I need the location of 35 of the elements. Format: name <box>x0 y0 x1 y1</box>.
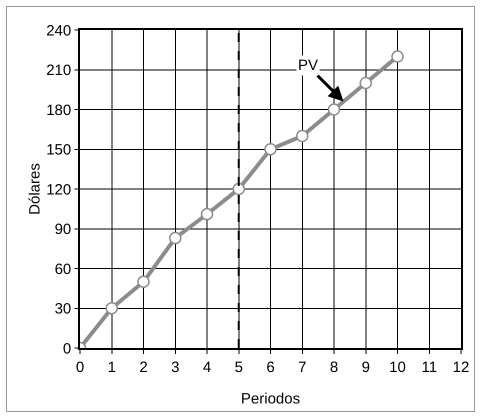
x-tick-label: 9 <box>362 358 370 376</box>
y-tick-label: 210 <box>46 62 72 79</box>
y-tick-label: 120 <box>46 181 72 198</box>
annotation: PV <box>298 57 318 74</box>
y-tick-label: 0 <box>62 340 72 358</box>
point <box>137 276 150 288</box>
y-tick-label: 60 <box>54 260 72 278</box>
point <box>391 50 404 63</box>
x-tick-label: 7 <box>298 358 306 376</box>
x-tick-label: 6 <box>266 358 275 376</box>
y-tick-label: 90 <box>54 221 72 238</box>
y-axis-title: Dólares <box>26 163 44 215</box>
x-tick-label: 2 <box>139 358 148 376</box>
point <box>200 208 214 220</box>
x-tick-label: 0 <box>76 358 84 376</box>
point <box>296 130 308 142</box>
x-tick-label: 1 <box>108 358 116 376</box>
x-tick-label: 12 <box>452 358 470 376</box>
x-tick-label: 3 <box>171 358 180 376</box>
y-tick-label: 30 <box>54 300 72 318</box>
y-tick-label: 180 <box>46 102 72 119</box>
y-tick-label: 240 <box>46 22 72 40</box>
x-tick-label: 11 <box>421 358 438 376</box>
y-tick-label: 150 <box>46 142 72 158</box>
x-tick-label: 5 <box>234 358 243 376</box>
point <box>360 76 372 90</box>
point <box>169 232 182 244</box>
point <box>106 302 118 314</box>
point <box>232 182 245 196</box>
point <box>328 103 340 116</box>
x-axis-title: Periodos <box>240 390 300 408</box>
point <box>264 143 277 156</box>
x-tick-label: 4 <box>202 358 212 376</box>
x-tick-label: 10 <box>389 358 406 376</box>
x-tick-label: 8 <box>330 358 338 376</box>
